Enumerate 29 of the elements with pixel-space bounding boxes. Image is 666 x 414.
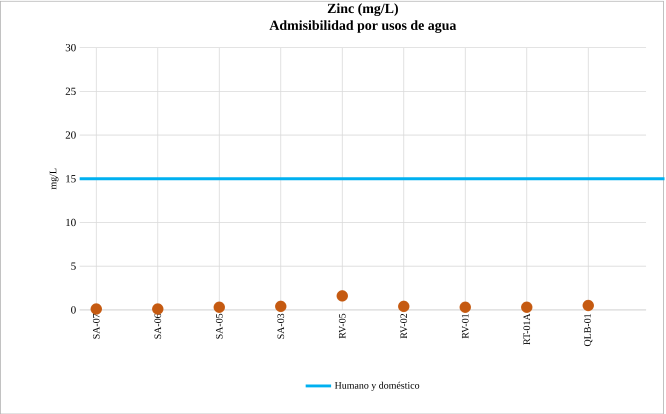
chart-title: Zinc (mg/L) [328, 3, 398, 16]
y-tick-label: 0 [71, 306, 76, 314]
y-tick-label: 30 [66, 44, 76, 52]
x-tick-label: SA-03 [277, 314, 284, 338]
y-tick-label: 15 [66, 174, 76, 182]
point [460, 301, 471, 313]
y-tick-label: 20 [66, 131, 76, 139]
legend-label: Humano y doméstico [334, 381, 420, 391]
x-tick-label: SA-07 [92, 313, 100, 338]
point [275, 300, 286, 312]
x-tick-label: RV-01 [462, 314, 469, 338]
y-axis-title: mg/L [50, 168, 58, 190]
point [152, 303, 164, 314]
point [398, 300, 410, 312]
x-tick-label: SA-05 [216, 314, 223, 338]
point [582, 300, 594, 311]
chart-subtitle: Admisibilidad por usos de agua [269, 20, 456, 33]
x-tick-label: QLB-01 [584, 314, 592, 346]
point [336, 290, 348, 302]
y-tick-label: 25 [66, 87, 76, 95]
x-tick-label: RV-02 [400, 314, 408, 338]
x-tick-label: RT-01A [523, 313, 530, 344]
x-tick-label: RV-05 [338, 314, 346, 338]
y-tick-label: 10 [66, 218, 76, 226]
y-tick-label: 5 [71, 262, 76, 270]
point [521, 301, 532, 313]
x-tick-label: SA-06 [154, 313, 162, 338]
point [90, 303, 102, 314]
point [214, 301, 225, 313]
